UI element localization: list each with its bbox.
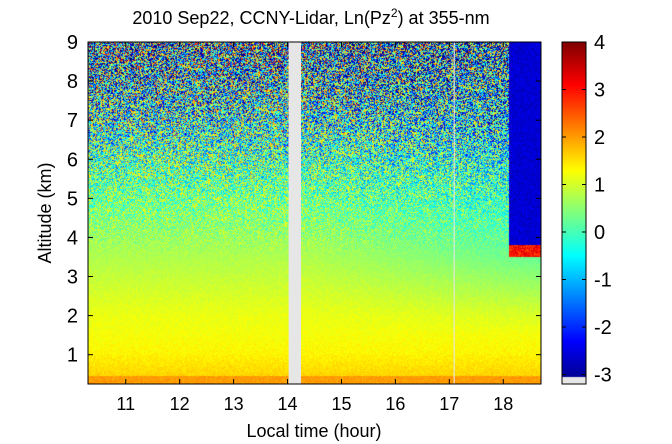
y-tick-label: 1 bbox=[67, 345, 78, 367]
y-tick-label: 7 bbox=[67, 110, 78, 132]
y-axis-label: Altitude (km) bbox=[35, 162, 55, 263]
colorbar-tick-label: -2 bbox=[594, 317, 612, 339]
x-tick-label: 12 bbox=[170, 394, 190, 414]
y-tick-label: 8 bbox=[67, 71, 78, 93]
x-axis-label: Local time (hour) bbox=[246, 421, 381, 441]
colorbar-gradient bbox=[562, 42, 586, 384]
y-tick-label: 4 bbox=[67, 227, 78, 249]
chart-title: 2010 Sep22, CCNY-Lidar, Ln(Pz2) at 355-n… bbox=[132, 6, 489, 28]
colorbar-tick-label: -1 bbox=[594, 270, 612, 292]
x-tick-label: 14 bbox=[278, 394, 298, 414]
y-axis: 1 2 3 4 5 6 7 8 9 bbox=[67, 32, 541, 367]
colorbar-tick-label: 0 bbox=[594, 222, 605, 244]
colorbar-tick-label: 2 bbox=[594, 127, 605, 149]
plot-frame bbox=[87, 41, 542, 385]
colorbar-tick-label: -3 bbox=[594, 365, 612, 387]
data-gap bbox=[453, 42, 455, 384]
y-tick-label: 6 bbox=[67, 149, 78, 171]
x-tick-label: 16 bbox=[385, 394, 405, 414]
colorbar-tick-label: 3 bbox=[594, 80, 605, 102]
chart-title-superscript: 2 bbox=[391, 6, 398, 20]
heatmap-image bbox=[88, 42, 541, 384]
y-tick-label: 5 bbox=[67, 188, 78, 210]
colorbar-frame bbox=[561, 41, 587, 385]
x-tick-label: 17 bbox=[439, 394, 459, 414]
y-tick-label: 2 bbox=[67, 306, 78, 328]
colorbar-ticks: -3 -2 -1 0 1 2 3 4 bbox=[562, 32, 612, 387]
y-tick-label: 3 bbox=[67, 267, 78, 289]
colorbar-tick-label: 4 bbox=[594, 32, 605, 54]
x-tick-label: 15 bbox=[331, 394, 351, 414]
y-tick-label: 9 bbox=[67, 32, 78, 54]
data-gap bbox=[288, 42, 302, 384]
data-gaps bbox=[288, 42, 455, 384]
colorbar-tick-label: 1 bbox=[594, 175, 605, 197]
x-tick-label: 18 bbox=[493, 394, 513, 414]
x-tick-label: 11 bbox=[116, 394, 135, 414]
x-tick-label: 13 bbox=[224, 394, 244, 414]
x-axis: 11 12 13 14 15 16 17 18 bbox=[116, 42, 513, 414]
colorbar: -3 -2 -1 0 1 2 3 4 bbox=[561, 32, 612, 387]
